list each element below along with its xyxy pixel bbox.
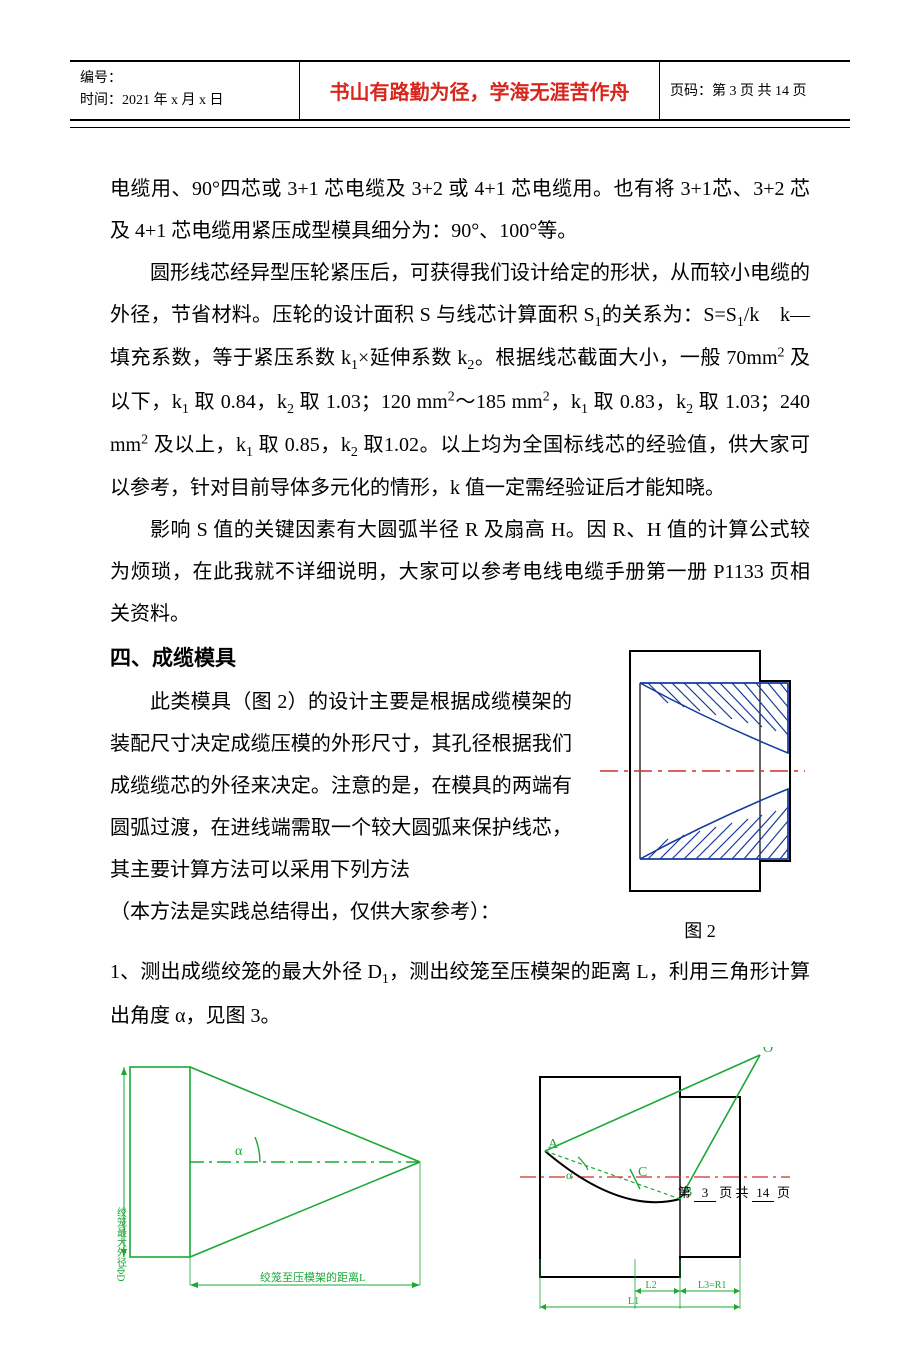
svg-text:L2: L2	[646, 1280, 657, 1291]
svg-text:O: O	[763, 1047, 773, 1056]
header-right: 页码：第 3 页 共 14 页	[660, 62, 850, 119]
svg-text:绞笼最大外径ΦD: 绞笼最大外径ΦD	[115, 1205, 127, 1281]
page-number-inline: 第 3 页 共 14 页	[678, 1182, 790, 1202]
time-label: 时间：2021 年 x 月 x 日	[80, 90, 289, 112]
svg-text:绞笼至压模架的距离L: 绞笼至压模架的距离L	[260, 1270, 366, 1284]
page: 编号： 时间：2021 年 x 月 x 日 书山有路勤为径，学海无涯苦作舟 页码…	[0, 0, 920, 1357]
serial-label: 编号：	[80, 68, 289, 90]
svg-text:L1: L1	[628, 1296, 639, 1307]
figure-2: 图 2	[590, 641, 810, 951]
figure-2-svg	[590, 641, 810, 901]
svg-text:A: A	[548, 1137, 559, 1152]
paragraph-5: 1、测出成缆绞笼的最大外径 D1，测出绞笼至压模架的距离 L，利用三角形计算出角…	[110, 951, 810, 1036]
paragraph-2: 圆形线芯经异型压轮紧压后，可获得我们设计给定的形状，从而较小电缆的外径，节省材料…	[110, 252, 810, 510]
header-mid: 书山有路勤为径，学海无涯苦作舟	[300, 62, 660, 119]
header-underline	[70, 127, 850, 128]
paragraph-1: 电缆用、90°四芯或 3+1 芯电缆及 3+2 或 4+1 芯电缆用。也有将 3…	[110, 168, 810, 252]
figure-3a-svg: α 绞笼最大外径ΦD 绞笼至压模架的距离L	[110, 1047, 435, 1297]
page-label: 页码：第 3 页 共 14 页	[670, 80, 840, 100]
svg-text:C: C	[638, 1165, 647, 1180]
svg-text:L3=R1: L3=R1	[698, 1280, 726, 1291]
svg-text:α: α	[566, 1168, 573, 1182]
content: 电缆用、90°四芯或 3+1 芯电缆及 3+2 或 4+1 芯电缆用。也有将 3…	[70, 168, 850, 1317]
header-left: 编号： 时间：2021 年 x 月 x 日	[70, 62, 300, 119]
svg-text:α: α	[235, 1144, 243, 1159]
figure-2-caption: 图 2	[590, 913, 810, 951]
motto: 书山有路勤为径，学海无涯苦作舟	[310, 76, 649, 105]
header-bar: 编号： 时间：2021 年 x 月 x 日 书山有路勤为径，学海无涯苦作舟 页码…	[70, 60, 850, 121]
paragraph-3: 影响 S 值的关键因素有大圆弧半径 R 及扇高 H。因 R、H 值的计算公式较为…	[110, 509, 810, 635]
